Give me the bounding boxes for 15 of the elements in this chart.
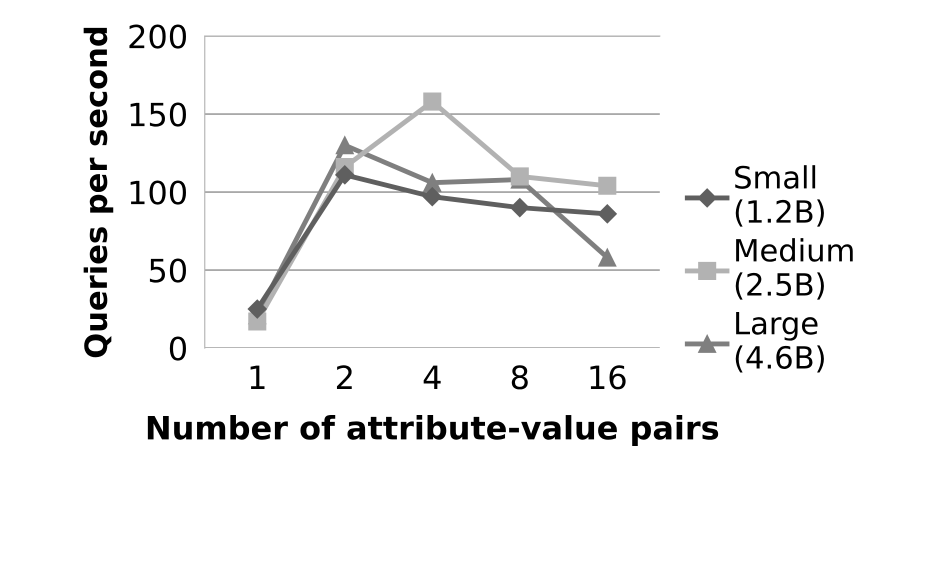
y-tick-label: 0: [170, 336, 186, 361]
y-tick-label: 50: [150, 258, 186, 283]
x-tick-label: 16: [590, 365, 626, 390]
y-tick-label: 100: [130, 180, 186, 205]
x-tick-label: 8: [512, 365, 528, 390]
legend-label: Medium (2.5B): [736, 238, 853, 300]
x-tick-label: 2: [336, 365, 352, 389]
x-tick-label: 1: [250, 366, 264, 389]
y-tick-label: 200: [129, 24, 186, 49]
x-axis-title: Number of attribute-value pairs: [148, 415, 718, 446]
legend-label: Small (1.2B): [735, 165, 824, 227]
y-tick-label: 150: [130, 102, 186, 127]
x-tick-label: 4: [424, 366, 441, 389]
legend-label: Large (4.6B): [736, 312, 824, 373]
y-axis-title: Queries per second: [84, 28, 114, 358]
